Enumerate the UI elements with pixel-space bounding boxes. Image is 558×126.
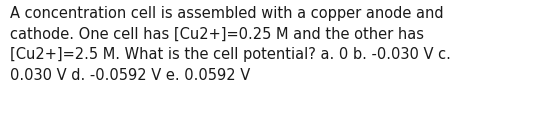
Text: A concentration cell is assembled with a copper anode and
cathode. One cell has : A concentration cell is assembled with a…	[10, 6, 451, 83]
